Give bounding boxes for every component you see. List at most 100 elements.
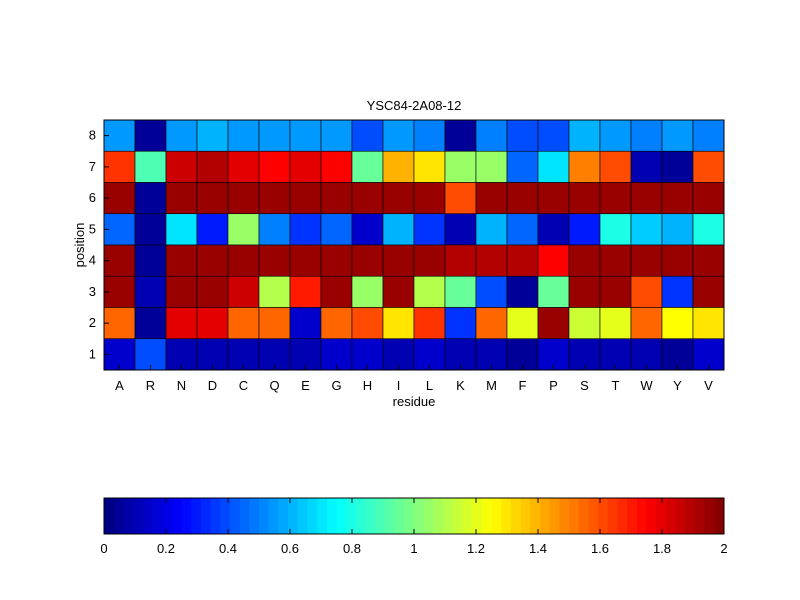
colorbar-tick-label: 1.4 [529, 541, 547, 556]
colorbar-step [404, 498, 415, 534]
heatmap-cell [258, 150, 291, 183]
colorbar-step [210, 498, 221, 534]
x-tick-label: P [549, 378, 558, 393]
x-tick-label: N [177, 378, 186, 393]
heatmap-cell [413, 150, 446, 183]
heatmap-cell [599, 307, 632, 340]
heatmap-cell [692, 213, 725, 246]
heatmap-cell [537, 119, 570, 152]
heatmap-cell [382, 213, 415, 246]
colorbar-step [578, 498, 589, 534]
heatmap-cell [599, 338, 632, 371]
heatmap-cell [320, 338, 353, 371]
x-tick-label: Q [269, 378, 279, 393]
heatmap-cell [537, 307, 570, 340]
colorbar [104, 498, 725, 534]
heatmap-cell [289, 307, 322, 340]
heatmap-cell [351, 307, 384, 340]
heatmap-cell [196, 150, 229, 183]
heatmap-cell [258, 275, 291, 308]
colorbar-step [559, 498, 570, 534]
heatmap-cell [103, 182, 136, 215]
heatmap-cell [692, 182, 725, 215]
colorbar-step [598, 498, 609, 534]
colorbar-step [452, 498, 463, 534]
heatmap-cell [444, 338, 477, 371]
heatmap-cell [351, 182, 384, 215]
colorbar-step [249, 498, 260, 534]
heatmap-cell [692, 307, 725, 340]
colorbar-step [171, 498, 182, 534]
y-tick-label: 7 [89, 159, 96, 174]
heatmap-cell [134, 307, 167, 340]
heatmap-cell [444, 213, 477, 246]
heatmap-cell [506, 244, 539, 277]
heatmap-cell [196, 213, 229, 246]
heatmap-cell [661, 338, 694, 371]
heatmap-cell [413, 244, 446, 277]
heatmap-cell [289, 244, 322, 277]
x-tick-label: T [612, 378, 620, 393]
colorbar-step [142, 498, 153, 534]
colorbar-step [714, 498, 725, 534]
heatmap-cell [475, 244, 508, 277]
heatmap-cell [444, 275, 477, 308]
colorbar-step [656, 498, 667, 534]
colorbar-tick-label: 0.4 [219, 541, 237, 556]
heatmap-cell [258, 213, 291, 246]
heatmap-cell [351, 244, 384, 277]
heatmap-cell [475, 275, 508, 308]
heatmap-cell [661, 275, 694, 308]
heatmap-cell [258, 119, 291, 152]
heatmap-cell [165, 119, 198, 152]
colorbar-step [123, 498, 134, 534]
heatmap-cell [289, 150, 322, 183]
heatmap-cell [599, 150, 632, 183]
heatmap-cell [134, 119, 167, 152]
heatmap-cell [165, 307, 198, 340]
heatmap-cell [537, 338, 570, 371]
colorbar-tick-label: 1.8 [653, 541, 671, 556]
heatmap-cell [227, 244, 260, 277]
heatmap-cell [506, 150, 539, 183]
heatmap-cell [630, 150, 663, 183]
y-tick-label: 2 [89, 315, 96, 330]
colorbar-step [472, 498, 483, 534]
heatmap-cell [320, 119, 353, 152]
colorbar-step [104, 498, 115, 534]
heatmap-cell [134, 213, 167, 246]
heatmap-cell [382, 182, 415, 215]
heatmap-cell [661, 150, 694, 183]
heatmap-cell [568, 213, 601, 246]
heatmap-cell [444, 307, 477, 340]
heatmap-cell [568, 275, 601, 308]
colorbar-step [229, 498, 241, 534]
heatmap-cell [320, 213, 353, 246]
colorbar-step [317, 498, 328, 534]
colorbar-step [646, 498, 657, 534]
heatmap-cell [320, 182, 353, 215]
heatmap-cell [382, 307, 415, 340]
heatmap-cell [227, 307, 260, 340]
heatmap-cell [258, 338, 291, 371]
colorbar-step [259, 498, 270, 534]
y-tick-label: 4 [89, 253, 96, 268]
heatmap-cell [568, 182, 601, 215]
colorbar-step [588, 498, 599, 534]
heatmap-cell [165, 182, 198, 215]
heatmap-cell [320, 275, 353, 308]
colorbar-step [200, 498, 211, 534]
heatmap-cell [599, 275, 632, 308]
heatmap-cell [320, 244, 353, 277]
colorbar-step [278, 498, 289, 534]
heatmap-cell [506, 182, 539, 215]
heatmap-cell [351, 213, 384, 246]
heatmap-cell [475, 150, 508, 183]
colorbar-tick-label: 2 [720, 541, 727, 556]
heatmap-cell [103, 150, 136, 183]
heatmap-cell [413, 213, 446, 246]
heatmap-cell [537, 244, 570, 277]
heatmap-cell [506, 307, 539, 340]
x-tick-label: C [239, 378, 248, 393]
colorbar-step [569, 498, 580, 534]
